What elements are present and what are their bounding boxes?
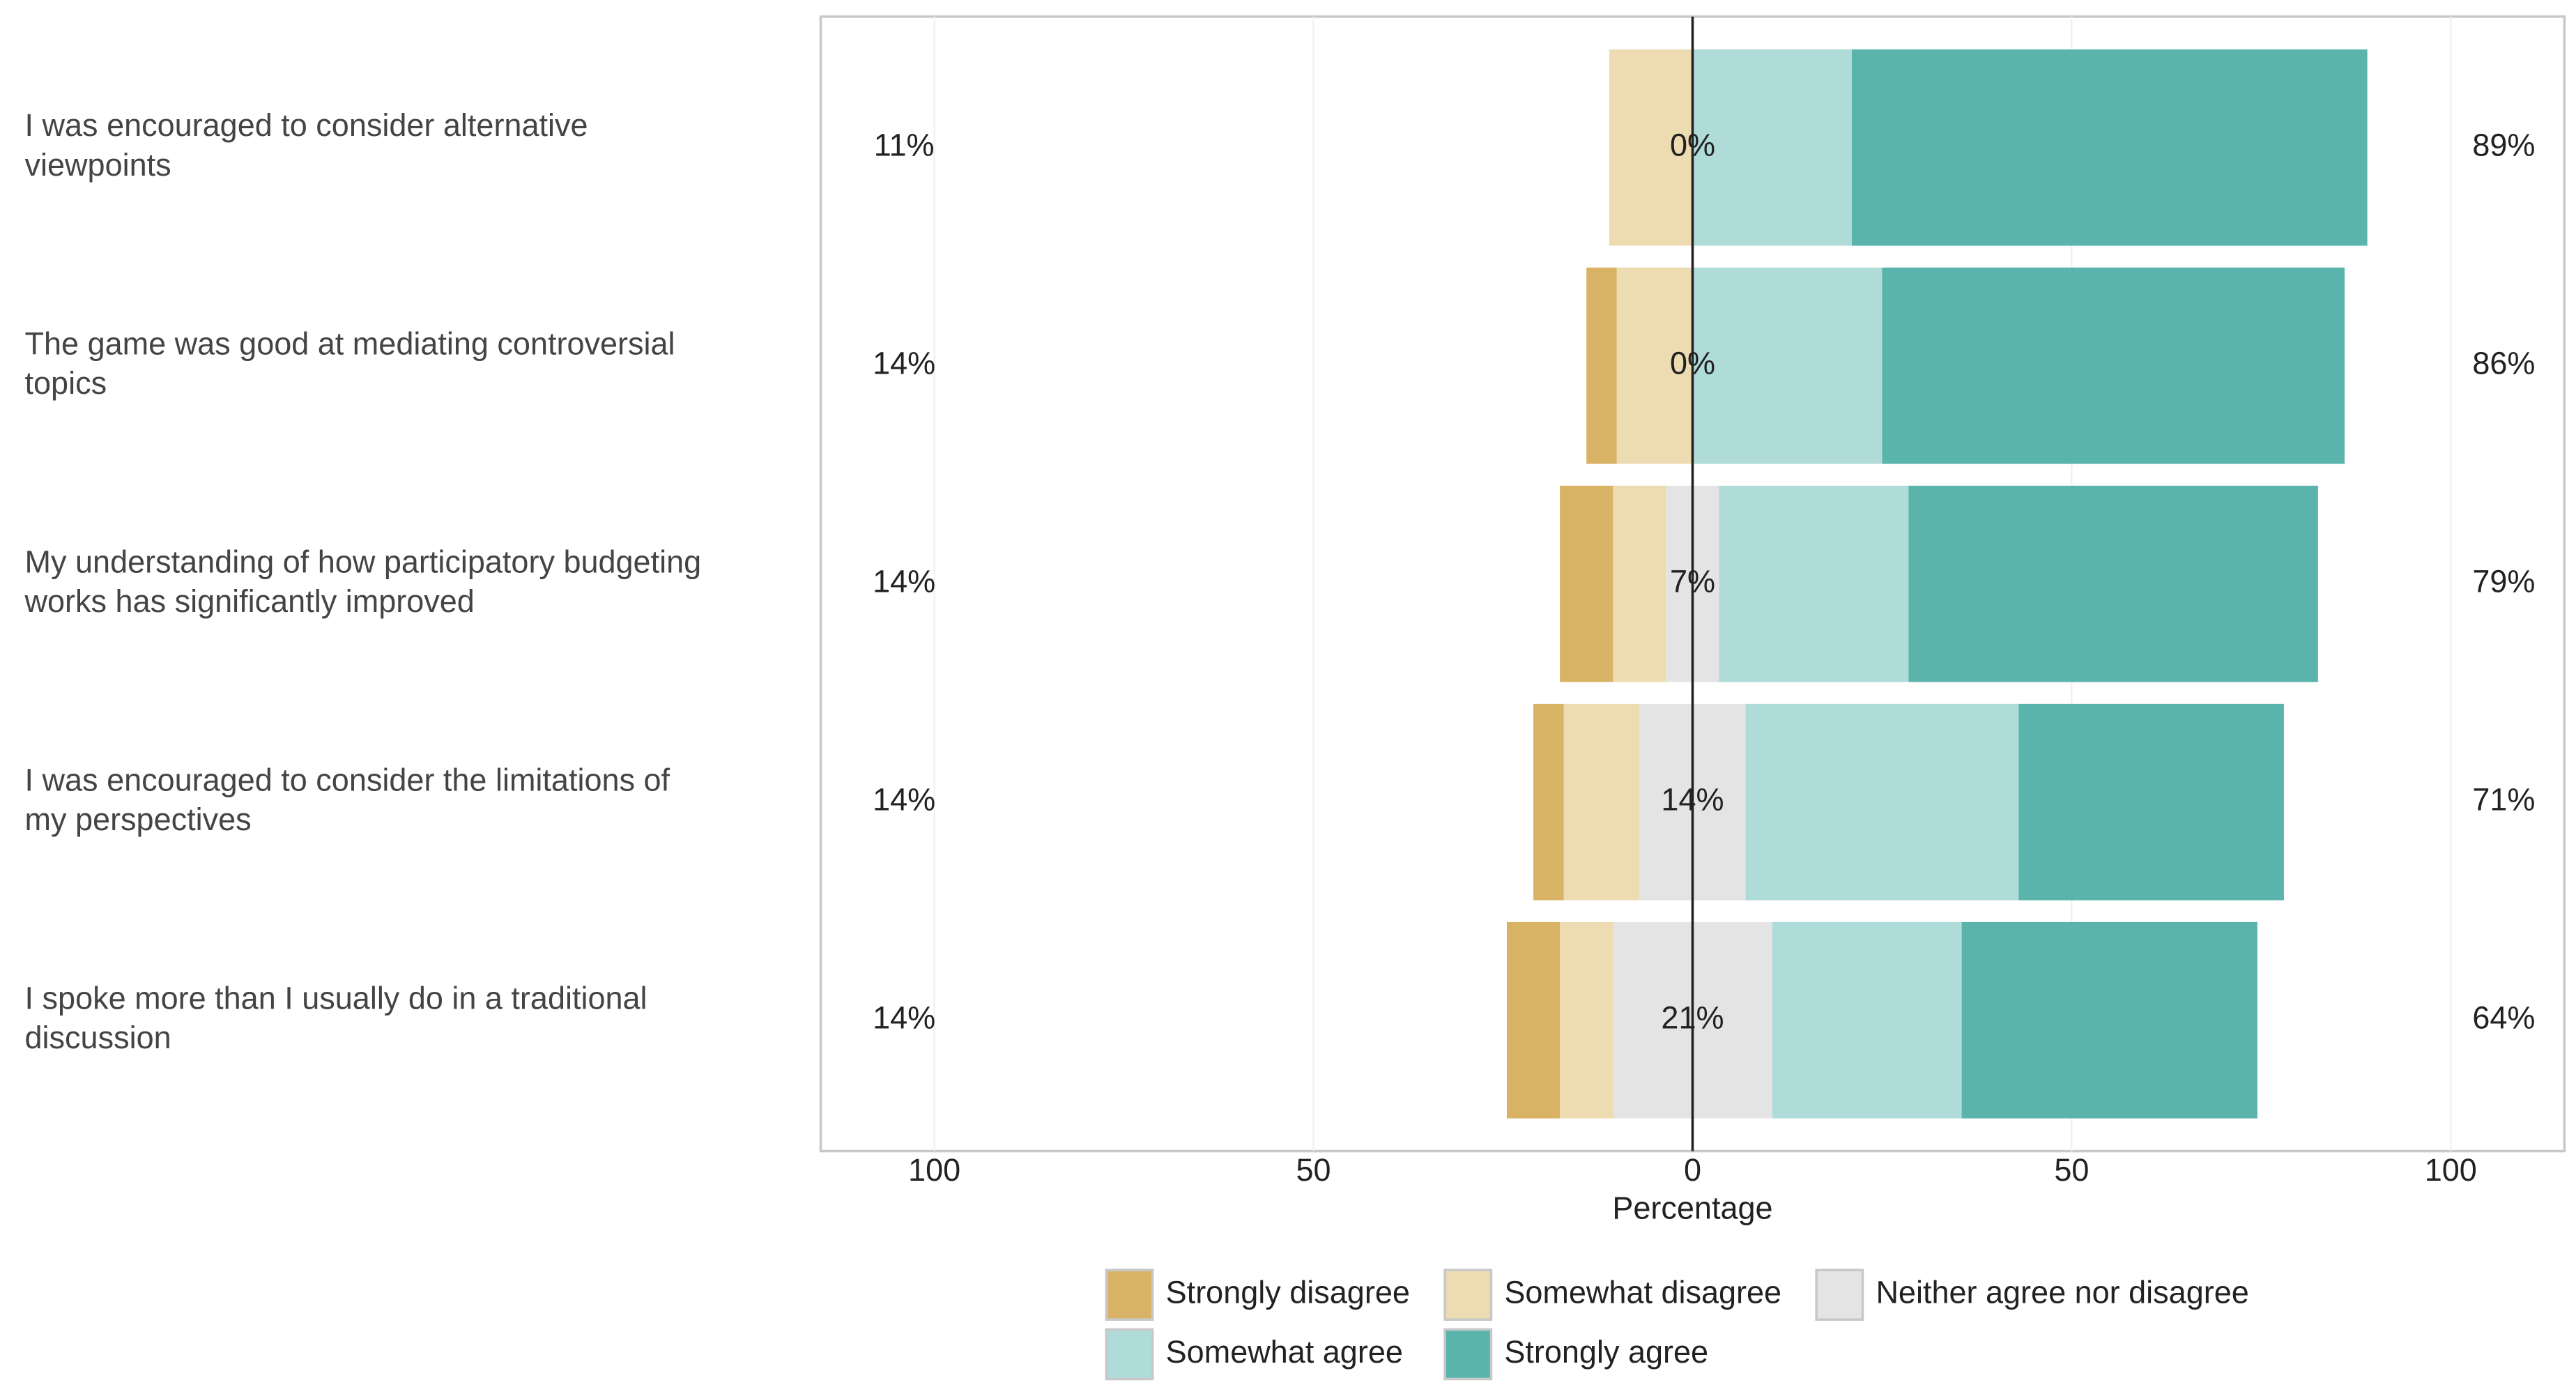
- legend-swatch: [1105, 1269, 1154, 1321]
- neutral-label: 0%: [1670, 346, 1715, 381]
- legend-label: Strongly disagree: [1166, 1275, 1410, 1310]
- bar-segment: [1851, 49, 2368, 246]
- category-label: I was encouraged to consider alternative…: [25, 107, 588, 183]
- category-label: My understanding of how participatory bu…: [24, 544, 702, 619]
- bar-segment: [1560, 921, 1613, 1119]
- category-label-line: viewpoints: [25, 147, 171, 183]
- bar-segment: [1613, 485, 1666, 682]
- disagree-label: 11%: [874, 128, 935, 163]
- category-label: The game was good at mediating controver…: [25, 325, 675, 401]
- bar-segment: [1586, 267, 1617, 464]
- x-tick-label: 100: [2425, 1152, 2477, 1188]
- legend-swatch: [1815, 1269, 1864, 1321]
- bar-segment: [1719, 485, 1909, 682]
- legend-label: Strongly agree: [1504, 1334, 1708, 1370]
- legend-label: Somewhat disagree: [1504, 1275, 1781, 1310]
- category-label: I spoke more than I usually do in a trad…: [25, 980, 647, 1055]
- agree-label: 89%: [2472, 128, 2535, 163]
- bar-segment: [1609, 49, 1693, 246]
- legend-label: Somewhat agree: [1166, 1334, 1403, 1370]
- disagree-label: 14%: [873, 564, 935, 599]
- x-tick-label: 50: [2054, 1152, 2089, 1188]
- legend-label: Neither agree nor disagree: [1876, 1275, 2248, 1310]
- category-label-line: my perspectives: [25, 802, 252, 837]
- disagree-label: 14%: [873, 782, 935, 818]
- agree-label: 79%: [2472, 564, 2535, 599]
- legend-swatch: [1443, 1269, 1493, 1321]
- disagree-label: 14%: [873, 1000, 935, 1036]
- x-tick-label: 0: [1684, 1152, 1701, 1188]
- neutral-label: 21%: [1661, 1000, 1724, 1036]
- x-axis-label: Percentage: [1612, 1190, 1772, 1226]
- bar-segment: [1506, 921, 1561, 1119]
- category-label-line: works has significantly improved: [24, 583, 475, 619]
- bar-segment: [1560, 485, 1613, 682]
- category-label-line: My understanding of how participatory bu…: [25, 544, 702, 579]
- bar-segment: [1961, 921, 2257, 1119]
- bar-segment: [1563, 703, 1640, 901]
- neutral-label: 7%: [1670, 564, 1715, 599]
- bar-segment: [1692, 267, 1883, 464]
- x-tick-label: 100: [908, 1152, 960, 1188]
- neutral-label: 0%: [1670, 128, 1715, 163]
- bar-segment: [2018, 703, 2284, 901]
- legend-swatch: [1105, 1328, 1154, 1381]
- agree-label: 71%: [2472, 782, 2535, 818]
- bar-segment: [1745, 703, 2019, 901]
- category-label-line: I spoke more than I usually do in a trad…: [25, 980, 647, 1016]
- legend-swatch: [1443, 1328, 1493, 1381]
- category-label-line: I was encouraged to consider the limitat…: [25, 762, 670, 797]
- bar-segment: [1882, 267, 2345, 464]
- bar-segment: [1692, 49, 1852, 246]
- bar-segment: [1908, 485, 2318, 682]
- category-label-line: The game was good at mediating controver…: [25, 325, 675, 361]
- bar-segment: [1772, 921, 1962, 1119]
- x-tick-label: 50: [1296, 1152, 1331, 1188]
- category-label-line: topics: [25, 365, 107, 401]
- bar-segment: [1533, 703, 1564, 901]
- category-label: I was encouraged to consider the limitat…: [25, 762, 670, 837]
- category-label-line: discussion: [25, 1020, 171, 1055]
- agree-label: 64%: [2472, 1000, 2535, 1036]
- agree-label: 86%: [2472, 346, 2535, 381]
- disagree-label: 14%: [873, 346, 935, 381]
- neutral-label: 14%: [1661, 782, 1724, 818]
- category-label-line: I was encouraged to consider alternative: [25, 107, 588, 143]
- bar-segment: [1616, 267, 1693, 464]
